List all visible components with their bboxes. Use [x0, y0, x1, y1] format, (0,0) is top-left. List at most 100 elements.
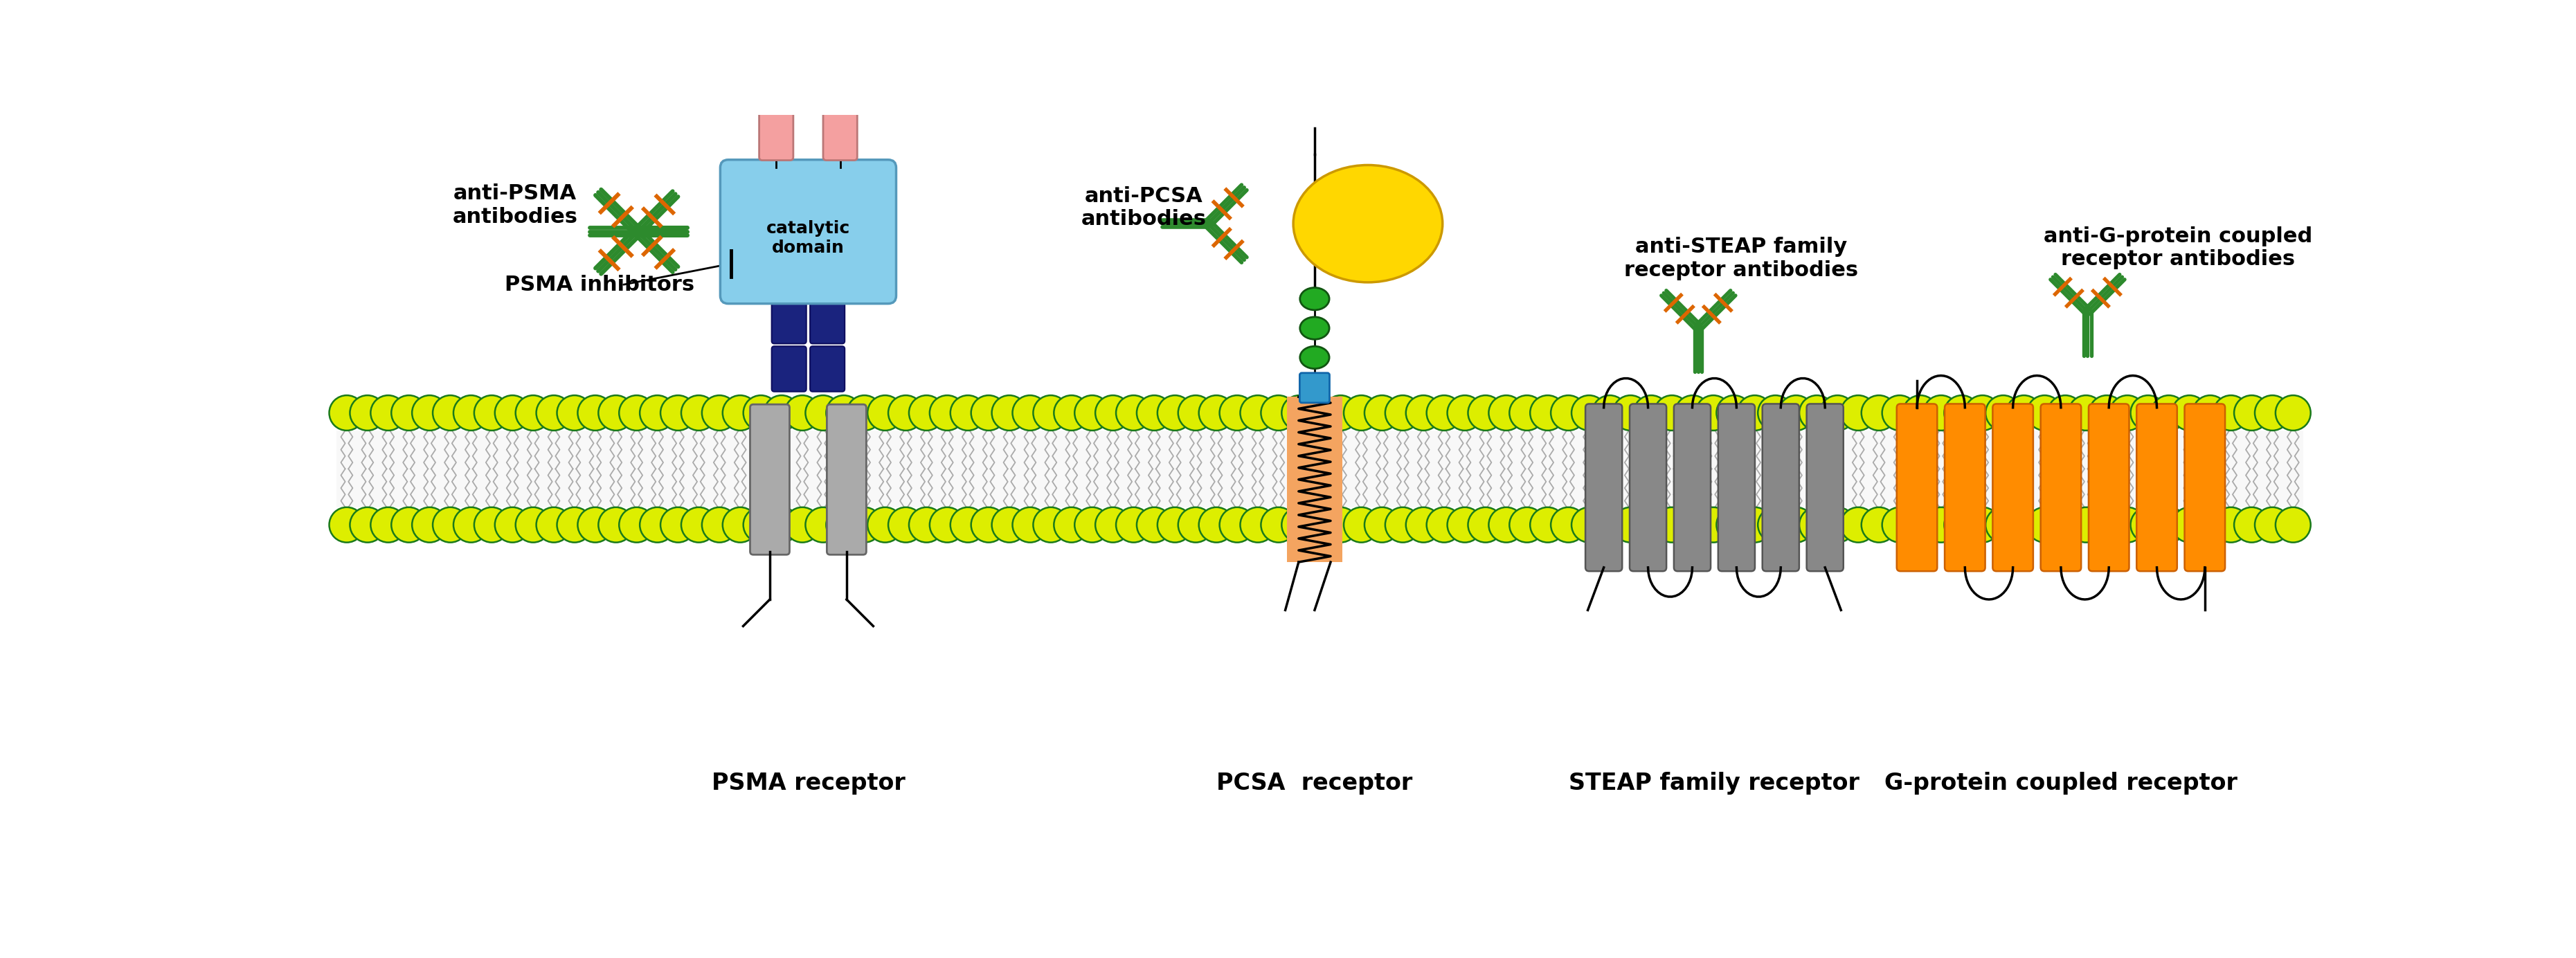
Circle shape [701, 396, 737, 430]
Bar [337, 430, 2303, 507]
FancyBboxPatch shape [824, 74, 858, 160]
FancyBboxPatch shape [1301, 373, 1329, 402]
Circle shape [350, 396, 384, 430]
Circle shape [2007, 507, 2043, 542]
Circle shape [2233, 507, 2269, 542]
Circle shape [786, 396, 819, 430]
Circle shape [724, 507, 757, 542]
Circle shape [2213, 507, 2249, 542]
FancyBboxPatch shape [773, 346, 806, 392]
Circle shape [1530, 507, 1566, 542]
Ellipse shape [1301, 287, 1329, 310]
Circle shape [2275, 507, 2311, 542]
Circle shape [744, 507, 778, 542]
Circle shape [744, 396, 778, 430]
Circle shape [848, 396, 881, 430]
Circle shape [2069, 396, 2105, 430]
FancyBboxPatch shape [1718, 404, 1754, 571]
FancyBboxPatch shape [1584, 404, 1623, 571]
Circle shape [1012, 396, 1048, 430]
Circle shape [1260, 507, 1296, 542]
Circle shape [1592, 507, 1628, 542]
Circle shape [474, 507, 510, 542]
Circle shape [1777, 396, 1814, 430]
Circle shape [556, 396, 592, 430]
FancyBboxPatch shape [1762, 404, 1798, 571]
Circle shape [1054, 396, 1090, 430]
Circle shape [827, 396, 860, 430]
Circle shape [1115, 507, 1151, 542]
Circle shape [2089, 507, 2125, 542]
FancyBboxPatch shape [1806, 404, 1844, 571]
Circle shape [392, 396, 428, 430]
Circle shape [1468, 396, 1504, 430]
FancyBboxPatch shape [1896, 404, 1937, 571]
Circle shape [2048, 396, 2084, 430]
Text: catalytic
domain: catalytic domain [765, 220, 850, 256]
Circle shape [2027, 507, 2063, 542]
Circle shape [992, 507, 1028, 542]
Circle shape [1777, 507, 1814, 542]
Circle shape [1510, 507, 1546, 542]
Circle shape [1633, 507, 1669, 542]
Circle shape [371, 507, 407, 542]
Circle shape [1862, 507, 1896, 542]
Circle shape [806, 396, 840, 430]
Circle shape [2130, 396, 2166, 430]
Circle shape [1324, 507, 1358, 542]
Circle shape [930, 396, 966, 430]
Text: anti-PSMA
antibodies: anti-PSMA antibodies [453, 183, 577, 227]
Text: PSMA inhibitors: PSMA inhibitors [505, 275, 693, 295]
Circle shape [495, 396, 531, 430]
Circle shape [330, 507, 363, 542]
Circle shape [868, 396, 902, 430]
Circle shape [1716, 396, 1752, 430]
Circle shape [1883, 396, 1917, 430]
Circle shape [765, 396, 799, 430]
Circle shape [412, 507, 448, 542]
Circle shape [1674, 507, 1710, 542]
Text: anti-G-protein coupled
receptor antibodies: anti-G-protein coupled receptor antibodi… [2043, 226, 2313, 269]
Circle shape [1945, 507, 1978, 542]
Circle shape [1674, 396, 1710, 430]
Circle shape [909, 396, 945, 430]
Circle shape [2192, 507, 2228, 542]
Circle shape [1365, 396, 1399, 430]
Circle shape [1716, 507, 1752, 542]
Circle shape [1033, 507, 1069, 542]
Circle shape [1571, 396, 1607, 430]
Circle shape [1283, 396, 1316, 430]
Circle shape [598, 396, 634, 430]
Circle shape [765, 507, 799, 542]
Circle shape [1448, 396, 1481, 430]
Circle shape [371, 396, 407, 430]
Text: PSMA receptor: PSMA receptor [711, 772, 904, 795]
Circle shape [1862, 396, 1896, 430]
Circle shape [992, 396, 1028, 430]
Circle shape [2110, 396, 2146, 430]
Circle shape [1489, 396, 1525, 430]
Circle shape [2172, 396, 2208, 430]
Circle shape [2110, 507, 2146, 542]
Circle shape [701, 507, 737, 542]
Circle shape [2069, 507, 2105, 542]
Text: STEAP family receptor: STEAP family receptor [1569, 772, 1860, 795]
Circle shape [1303, 396, 1337, 430]
Circle shape [1095, 507, 1131, 542]
Circle shape [1551, 507, 1587, 542]
Circle shape [1365, 507, 1399, 542]
Circle shape [1883, 507, 1917, 542]
FancyBboxPatch shape [1631, 404, 1667, 571]
Circle shape [1757, 507, 1793, 542]
Circle shape [1945, 396, 1978, 430]
Circle shape [1904, 507, 1937, 542]
Circle shape [412, 396, 448, 430]
Circle shape [1157, 396, 1193, 430]
Circle shape [1033, 396, 1069, 430]
Circle shape [1115, 396, 1151, 430]
Circle shape [930, 507, 966, 542]
Circle shape [1157, 507, 1193, 542]
Circle shape [1965, 396, 1999, 430]
FancyBboxPatch shape [2089, 404, 2130, 571]
Circle shape [951, 396, 987, 430]
